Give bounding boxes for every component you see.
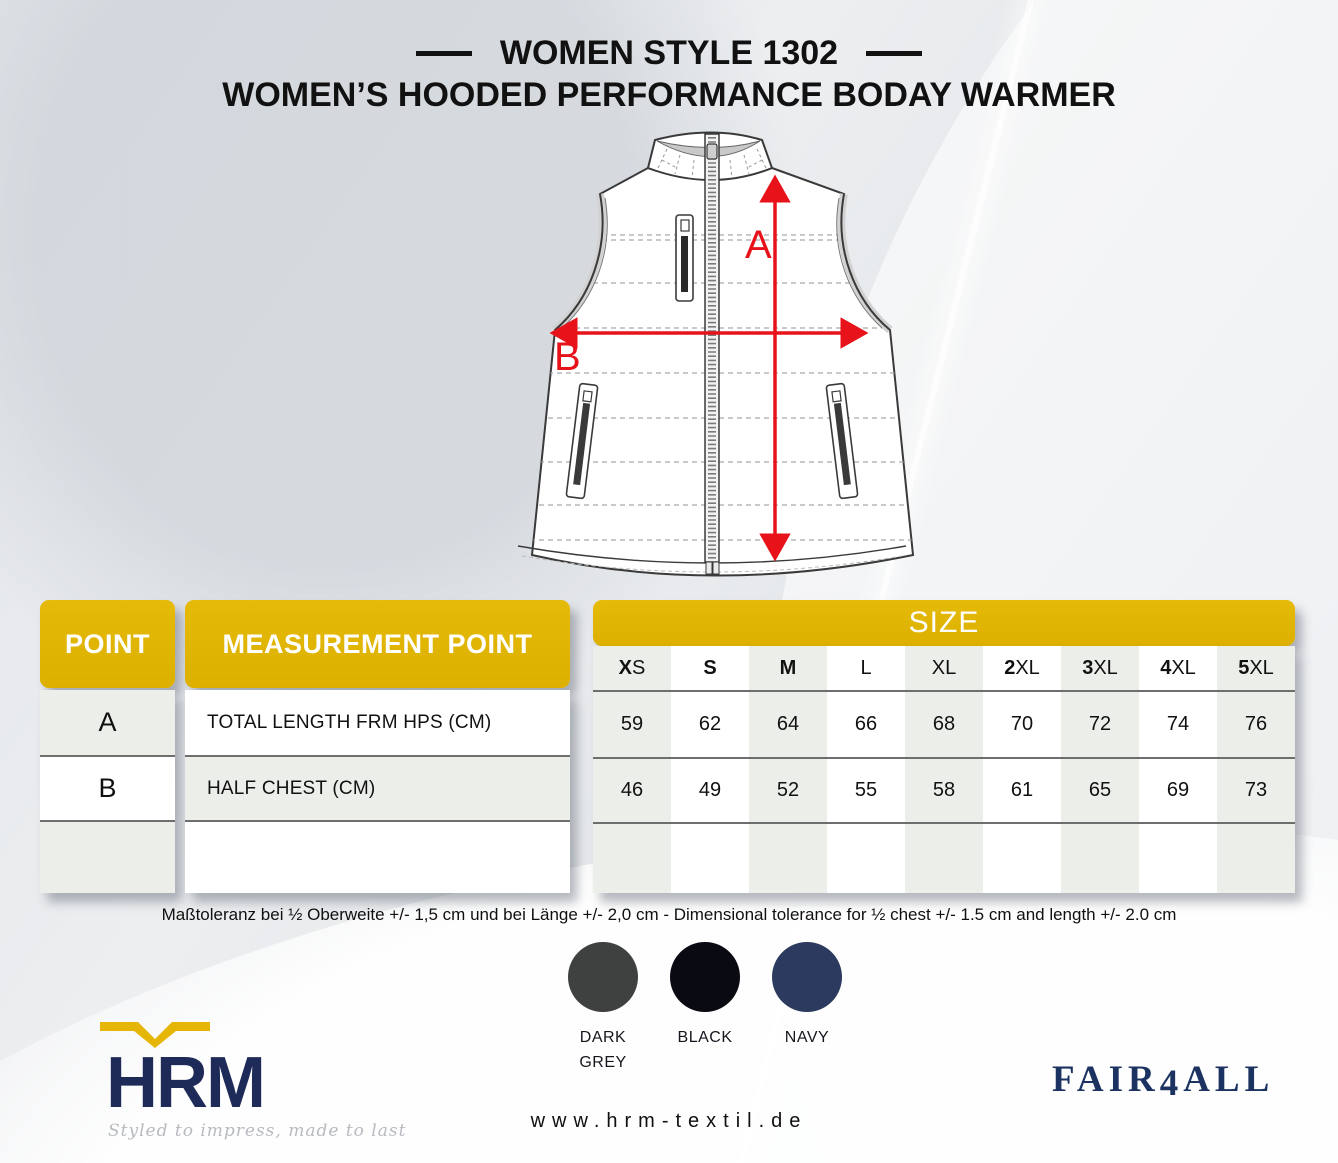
- measurement-cell-a: TOTAL LENGTH FRM HPS (CM): [185, 690, 570, 755]
- size-label-xl: XL: [931, 656, 957, 679]
- hrm-logo-mark: [100, 1022, 210, 1048]
- dark-grey-label: DARK GREY: [579, 1029, 627, 1071]
- fair4all-part3: ALL: [1183, 1059, 1275, 1100]
- size-label-l: L: [860, 656, 872, 679]
- swatch-navy: NAVY: [756, 942, 858, 1076]
- value-b-xl: 58: [932, 779, 956, 801]
- dimension-label-a: A: [745, 223, 772, 267]
- color-swatches: DARK GREY BLACK NAVY: [552, 942, 858, 1076]
- measurement-cell-b: HALF CHEST (CM): [185, 755, 570, 820]
- size-values-row-a: 59 62 64 66 68 70 72 74 76: [593, 692, 1295, 757]
- center-zipper: [704, 133, 720, 575]
- size-label-4xl: 4XL: [1160, 656, 1196, 679]
- hrm-logo-tagline: Styled to impress, made to last: [108, 1121, 407, 1141]
- dimension-arrow-a: A: [745, 174, 791, 562]
- value-a-5xl: 76: [1244, 713, 1268, 735]
- value-b-l: 55: [854, 779, 878, 801]
- size-values-row-b: 46 49 52 55 58 61 65 69 73: [593, 759, 1295, 822]
- value-b-5xl: 73: [1244, 779, 1268, 801]
- size-grid-body: XS S M L XL 2XL 3XL 4XL 5XL 59 62 64 66 …: [593, 646, 1295, 893]
- fair4all-part2: 4: [1159, 1063, 1184, 1104]
- measurement-rows: TOTAL LENGTH FRM HPS (CM) HALF CHEST (CM…: [185, 690, 570, 893]
- value-b-4xl: 69: [1166, 779, 1190, 801]
- title-dash-right: [866, 51, 923, 56]
- swatch-black: BLACK: [654, 942, 756, 1076]
- side-zip-pocket-left: [565, 382, 599, 500]
- dark-grey-circle: [568, 942, 638, 1012]
- point-cell-b: B: [40, 755, 175, 820]
- product-name-title: WOMEN’S HOODED PERFORMANCE BODAY WARMER: [222, 76, 1116, 114]
- vest-technical-drawing: A B: [517, 131, 915, 577]
- measurement-column: MEASUREMENT POINT TOTAL LENGTH FRM HPS (…: [185, 600, 570, 893]
- size-label-5xl: 5XL: [1238, 656, 1274, 679]
- side-zip-pocket-right: [825, 382, 859, 500]
- value-b-2xl: 61: [1010, 779, 1034, 801]
- value-a-xs: 59: [620, 713, 644, 735]
- navy-label: NAVY: [784, 1029, 830, 1046]
- point-cell-empty: [40, 820, 175, 893]
- size-label-s: S: [703, 656, 717, 679]
- fair4all-logo: FAIR4ALL: [1052, 1058, 1275, 1104]
- dimension-arrow-b: B: [549, 317, 869, 379]
- measurement-header: MEASUREMENT POINT: [185, 600, 570, 688]
- size-label-xs: XS: [618, 656, 646, 679]
- size-label-m: M: [779, 656, 797, 679]
- value-a-s: 62: [698, 713, 722, 735]
- size-header: SIZE: [593, 600, 1295, 646]
- point-cell-a: A: [40, 690, 175, 755]
- value-b-s: 49: [698, 779, 722, 801]
- black-label: BLACK: [677, 1029, 733, 1046]
- point-header: POINT: [40, 600, 175, 688]
- value-a-m: 64: [776, 713, 800, 735]
- fair4all-part1: FAIR: [1052, 1059, 1160, 1100]
- black-circle: [670, 942, 740, 1012]
- value-b-3xl: 65: [1088, 779, 1112, 801]
- value-a-3xl: 72: [1088, 713, 1112, 735]
- hrm-logo: HRM Styled to impress, made to last: [96, 1022, 407, 1141]
- value-b-m: 52: [776, 779, 800, 801]
- size-table: SIZE XS S M L XL 2XL 3XL 4XL 5XL 59 62: [593, 600, 1295, 893]
- page-title: WOMEN STYLE 1302 WOMEN’S HOODED PERFORMA…: [0, 34, 1338, 115]
- size-label-row: XS S M L XL 2XL 3XL 4XL 5XL: [593, 646, 1295, 690]
- value-a-2xl: 70: [1010, 713, 1034, 735]
- point-rows: A B: [40, 690, 175, 893]
- vest-body-outline: [530, 166, 915, 577]
- size-label-3xl: 3XL: [1082, 656, 1118, 679]
- value-a-4xl: 74: [1166, 713, 1190, 735]
- point-header-label: POINT: [64, 628, 150, 659]
- armhole-trim-right: [836, 193, 893, 334]
- navy-circle: [772, 942, 842, 1012]
- tolerance-note: Maßtoleranz bei ½ Oberweite +/- 1,5 cm u…: [161, 905, 1177, 924]
- dimension-label-b: B: [554, 335, 581, 379]
- size-label-2xl: 2XL: [1004, 656, 1040, 679]
- chest-zip-pocket: [675, 214, 694, 302]
- value-a-xl: 68: [932, 713, 956, 735]
- title-dash-left: [415, 51, 472, 56]
- measurement-header-label: MEASUREMENT POINT: [222, 628, 533, 659]
- size-header-label: SIZE: [908, 606, 980, 639]
- hrm-logo-text: HRM: [106, 1043, 266, 1123]
- website-url: www.hrm-textil.de: [530, 1110, 808, 1132]
- swatch-dark-grey: DARK GREY: [552, 942, 654, 1076]
- value-a-l: 66: [854, 713, 878, 735]
- measurement-cell-empty: [185, 820, 570, 893]
- style-number-title: WOMEN STYLE 1302: [499, 34, 839, 72]
- value-b-xs: 46: [620, 779, 644, 801]
- point-column: POINT A B: [40, 600, 175, 893]
